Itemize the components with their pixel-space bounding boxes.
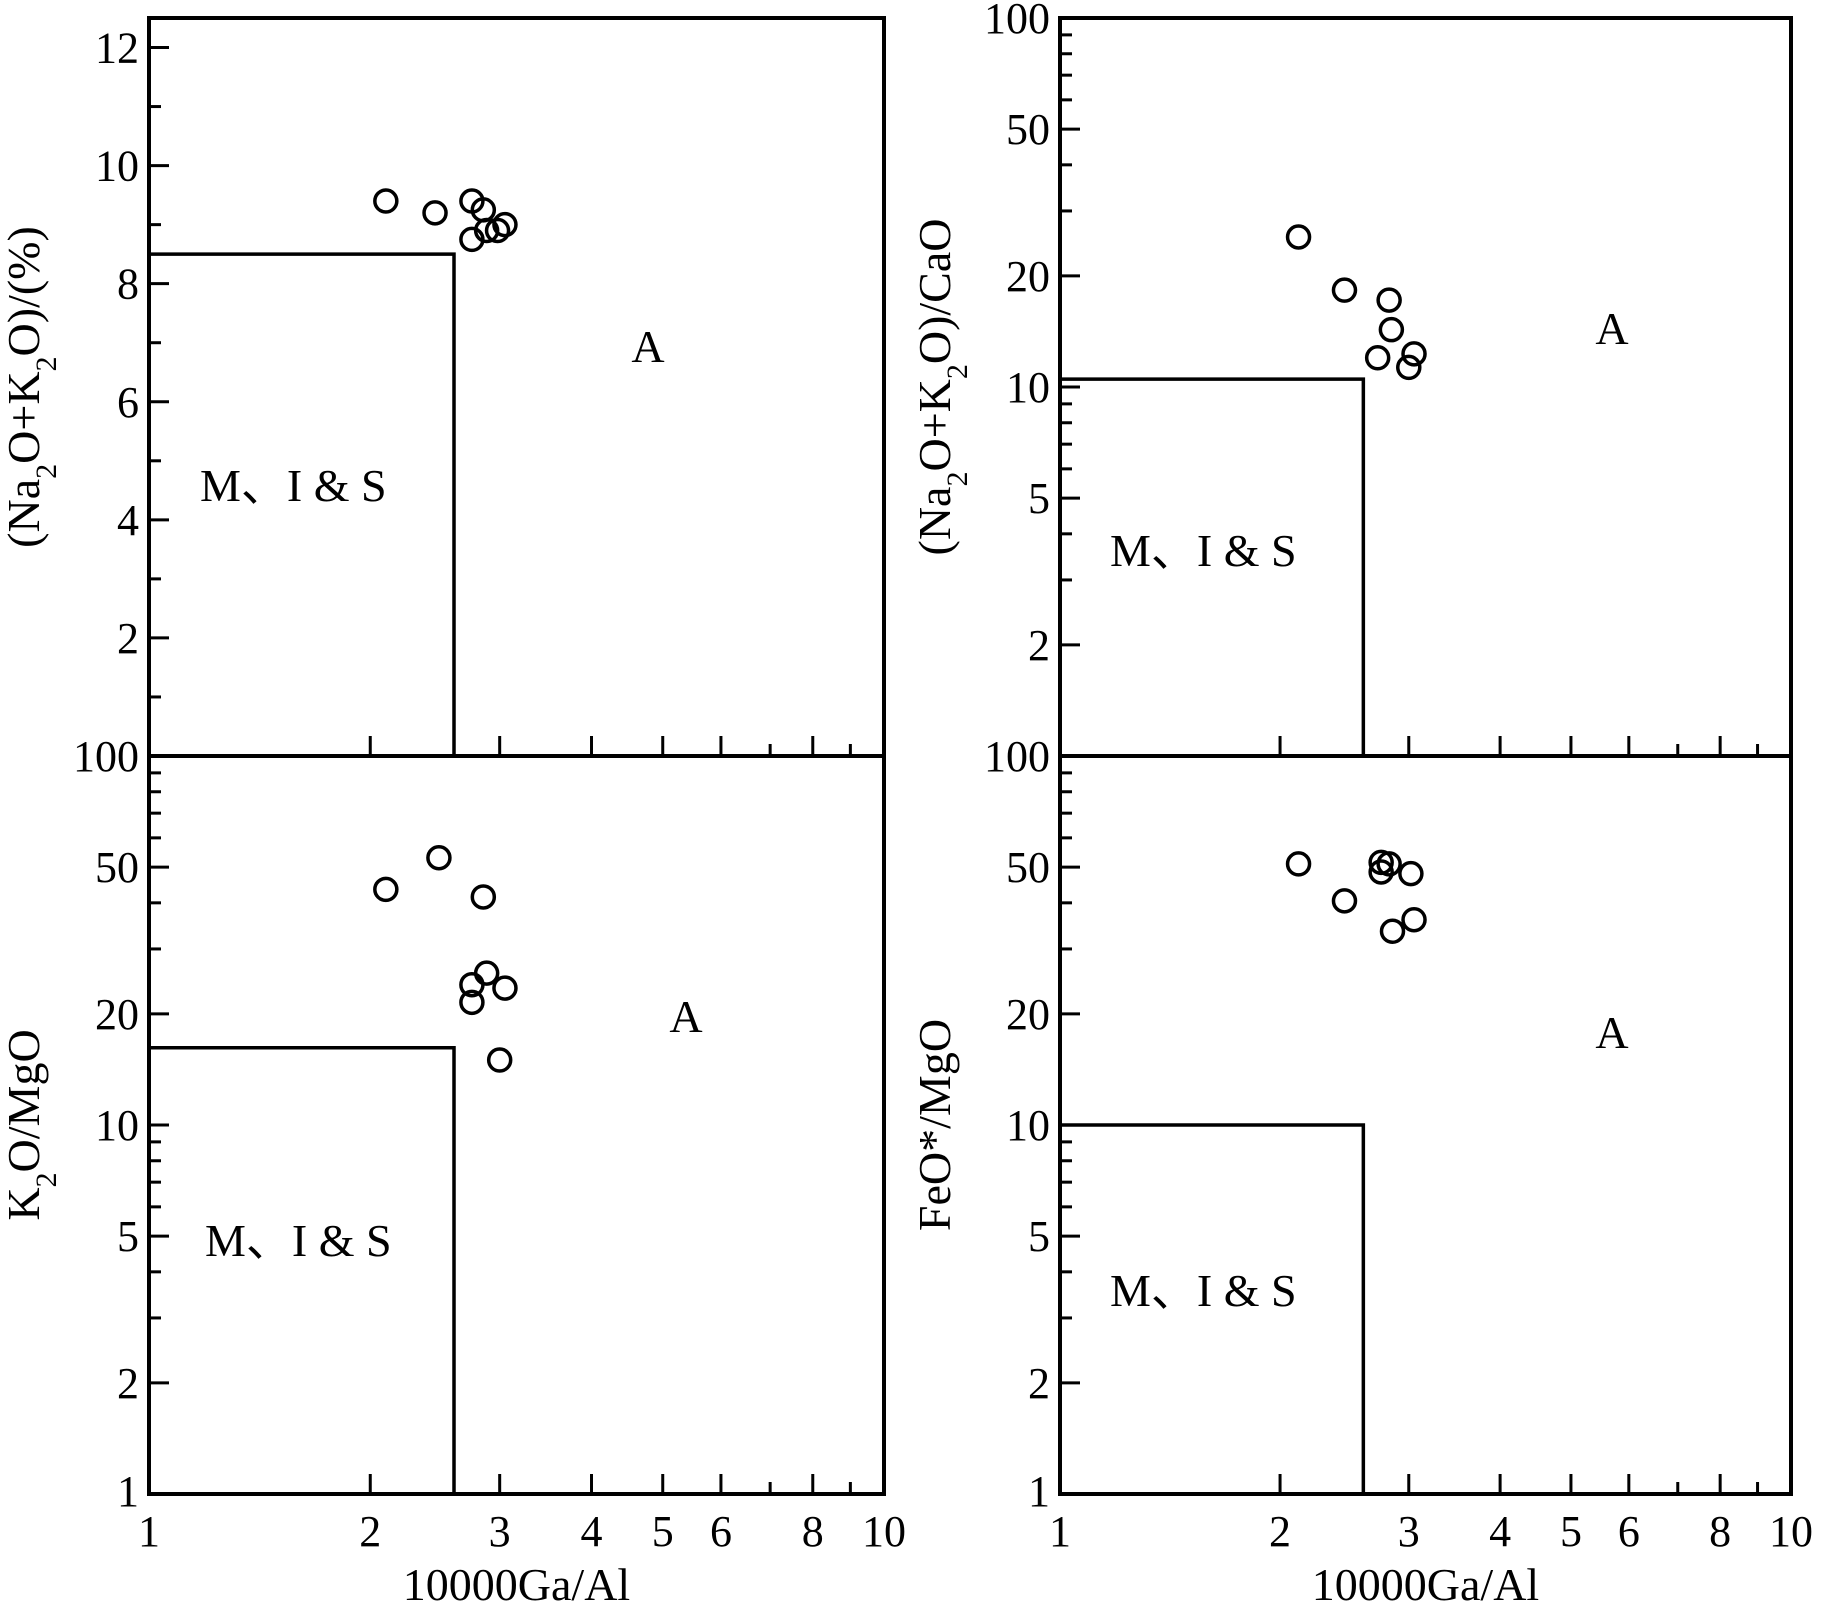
data-point: [1398, 860, 1424, 887]
field-boundary: [1060, 377, 1366, 756]
x-tick-label: 6: [710, 1507, 732, 1556]
field-boundary: [149, 252, 456, 756]
data-point: [1401, 341, 1427, 367]
y-axis-title: (Na2O+K2O)/(%): [0, 226, 63, 548]
plot-frame: [147, 16, 886, 758]
field-label-a: A: [1595, 1007, 1628, 1058]
x-tick-label: 2: [1269, 1507, 1291, 1556]
data-point: [373, 188, 399, 214]
data-point: [473, 960, 500, 986]
field-label-a: A: [669, 991, 702, 1042]
y-tick-label: 50: [1006, 843, 1050, 892]
y-tick-label: 1: [117, 1467, 139, 1516]
x-tick-label: 8: [1709, 1507, 1731, 1556]
data-point: [459, 226, 485, 253]
data-point: [459, 989, 485, 1016]
data-point: [1331, 277, 1358, 303]
y-axis-title: FeO*/MgO: [909, 1019, 960, 1231]
x-tick-label: 1: [138, 1507, 160, 1556]
x-axis-title: 10000Ga/Al: [403, 1559, 630, 1610]
y-tick-label: 10: [1006, 363, 1050, 412]
x-tick-label: 6: [1618, 1507, 1640, 1556]
data-point: [1378, 316, 1405, 343]
y-tick-label: 2: [1028, 621, 1050, 670]
y-tick-label: 100: [73, 732, 139, 781]
y-tick-label: 2: [117, 1359, 139, 1408]
field-label-a: A: [631, 321, 664, 372]
y-tick-label: 50: [1006, 105, 1050, 154]
y-tick-label: 100: [984, 0, 1050, 43]
y-tick-label: 5: [1028, 1212, 1050, 1261]
field-label-mis: M、I & S: [1110, 1265, 1297, 1316]
y-tick-label: 4: [117, 496, 139, 545]
y-tick-label: 10: [95, 142, 139, 191]
data-point: [470, 884, 497, 910]
panel-na2o-k2o-percent: 2 4 6 8 10 12 M、I & S A (Na2O+K2O)/(%): [0, 16, 886, 758]
plot-frame: [1058, 16, 1793, 758]
data-point: [1331, 888, 1358, 914]
data-point: [373, 876, 399, 903]
field-label-a: A: [1595, 303, 1628, 354]
panel-na2o-k2o-cao: 2 5 10 20 50 100 M、I & S A (Na2O+K2O)/CaO: [909, 0, 1793, 758]
y-tick-label: 20: [1006, 252, 1050, 301]
y-tick-label: 8: [117, 260, 139, 309]
data-point: [1285, 851, 1312, 877]
data-point: [1376, 287, 1402, 313]
y-tick-label: 20: [1006, 990, 1050, 1039]
y-axis-title: K2O/MgO: [0, 1029, 63, 1220]
x-tick-label: 8: [802, 1507, 824, 1556]
y-tick-label: 2: [117, 614, 139, 663]
x-tick-label: 10: [1769, 1507, 1813, 1556]
data-point: [492, 975, 518, 1001]
x-tick-label: 3: [489, 1507, 511, 1556]
data-point: [492, 211, 518, 238]
y-tick-label: 20: [95, 990, 139, 1039]
y-tick-label: 6: [117, 378, 139, 427]
y-tick-label: 5: [1028, 474, 1050, 523]
data-point: [486, 1047, 513, 1073]
data-point: [1396, 354, 1422, 381]
y-tick-label: 10: [95, 1101, 139, 1150]
data-point: [459, 971, 485, 998]
data-point: [1285, 224, 1312, 250]
data-point: [422, 200, 448, 226]
y-tick-label: 12: [95, 24, 139, 73]
y-tick-label: 1: [1028, 1467, 1050, 1516]
x-tick-label: 4: [581, 1507, 603, 1556]
data-point: [1364, 345, 1391, 371]
field-boundary: [1060, 1123, 1366, 1494]
x-tick-label: 5: [652, 1507, 674, 1556]
field-label-mis: M、I & S: [205, 1215, 392, 1266]
y-tick-label: 10: [1006, 1101, 1050, 1150]
plot-frame: [147, 754, 886, 1496]
x-tick-label: 4: [1489, 1507, 1511, 1556]
data-point: [484, 217, 511, 244]
data-point: [1401, 906, 1427, 933]
field-label-mis: M、I & S: [1110, 525, 1297, 576]
data-point: [1379, 918, 1406, 945]
data-point: [426, 844, 452, 871]
y-axis-title: (Na2O+K2O)/CaO: [909, 219, 974, 556]
data-point: [1376, 851, 1402, 877]
x-tick-label: 1: [1049, 1507, 1071, 1556]
y-tick-label: 5: [117, 1212, 139, 1261]
field-boundary: [149, 1045, 456, 1494]
field-label-mis: M、I & S: [200, 460, 387, 511]
x-tick-label: 10: [862, 1507, 906, 1556]
x-axis-title: 10000Ga/Al: [1312, 1559, 1539, 1610]
x-tick-label: 5: [1560, 1507, 1582, 1556]
x-tick-label: 2: [359, 1507, 381, 1556]
y-tick-label: 50: [95, 843, 139, 892]
data-point: [1368, 859, 1394, 885]
y-tick-label: 100: [984, 732, 1050, 781]
x-tick-label: 3: [1398, 1507, 1420, 1556]
y-tick-label: 2: [1028, 1359, 1050, 1408]
